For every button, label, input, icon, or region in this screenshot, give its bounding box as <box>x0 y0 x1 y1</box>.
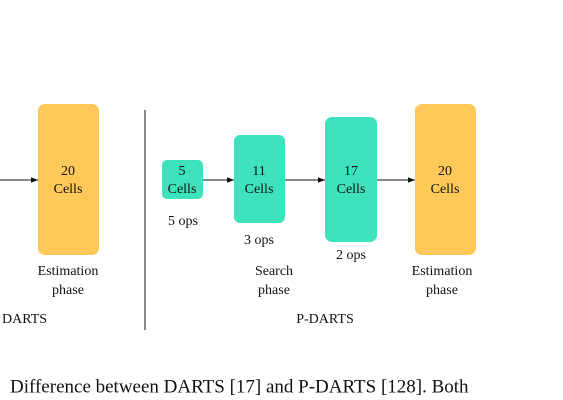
node-label: Cells <box>245 182 274 197</box>
group-label: P-DARTS <box>296 312 354 327</box>
node-label: 20 <box>438 164 452 179</box>
ops-label: 3 ops <box>244 233 274 248</box>
ops-label: 2 ops <box>336 248 366 263</box>
node-label: Cells <box>168 182 197 197</box>
phase-label: Search <box>255 264 293 279</box>
group-label: DARTS <box>2 312 47 327</box>
node-label: 11 <box>252 164 265 179</box>
node-label: Cells <box>337 182 366 197</box>
cell-block <box>162 160 203 199</box>
caption: Difference between DARTS [17] and P-DART… <box>10 376 469 397</box>
phase-label: phase <box>52 283 84 298</box>
node-label: 17 <box>344 164 358 179</box>
cell-block <box>325 117 377 242</box>
node-label: 20 <box>61 164 75 179</box>
phase-label: phase <box>258 283 290 298</box>
node-label: 5 <box>179 164 186 179</box>
cell-block <box>234 135 285 223</box>
cell-block <box>415 104 476 255</box>
ops-label: 5 ops <box>168 214 198 229</box>
phase-label: phase <box>426 283 458 298</box>
phase-label: Estimation <box>38 264 99 279</box>
node-label: Cells <box>54 182 83 197</box>
phase-label: Estimation <box>412 264 473 279</box>
node-label: Cells <box>431 182 460 197</box>
cell-block <box>38 104 99 255</box>
